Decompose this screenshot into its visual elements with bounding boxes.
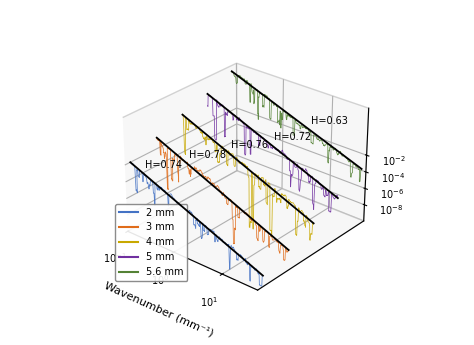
- Legend: 2 mm, 3 mm, 4 mm, 5 mm, 5.6 mm: 2 mm, 3 mm, 4 mm, 5 mm, 5.6 mm: [115, 204, 187, 281]
- X-axis label: Wavenumber (mm⁻¹): Wavenumber (mm⁻¹): [103, 280, 215, 338]
